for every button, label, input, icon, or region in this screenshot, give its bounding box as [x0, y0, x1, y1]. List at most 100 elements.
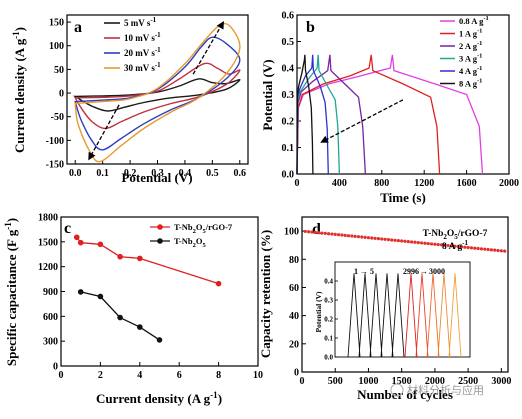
- x-tick-label-0: 0: [300, 376, 305, 387]
- y-tick-label-6: 1800: [38, 213, 58, 224]
- retention-point-52: [476, 246, 480, 251]
- inset-cycle-early-4: [391, 273, 405, 358]
- inset-range-2: 2996→3000: [403, 267, 445, 276]
- scan-rate-arrow-up: [192, 20, 224, 75]
- x-tick-label-4: 2000: [425, 376, 445, 387]
- retention-point-5: [320, 231, 324, 235]
- gcd-curve-3: [296, 54, 341, 175]
- panel-d-inset: 0.0 0.1 0.2 0.3 0.4 1 → 5 2996→3000 Potential …: [314, 261, 471, 362]
- legend-b-label-text-0: 0.8 A g: [459, 16, 484, 26]
- panel-d-letter: d: [312, 221, 321, 238]
- panel-d-xlabel: Number of cycles: [357, 387, 453, 402]
- y-tick-label-2: 600: [43, 312, 58, 323]
- watermark: 材料分析与应用: [390, 383, 484, 397]
- inset-y-tick-label-1: 0.1: [324, 335, 333, 343]
- cv-curve-1: [74, 62, 241, 130]
- cv-curve-0: [72, 78, 241, 112]
- retention-point-53: [479, 247, 484, 251]
- y-tick-label-5: 0.5: [282, 37, 295, 48]
- retention-point-30: [403, 239, 407, 243]
- gcd-curve-2: [296, 54, 367, 175]
- y-tick-label-6: 150: [49, 18, 64, 29]
- legend-b-label-2: 2 A g-1: [459, 40, 482, 51]
- retention-point-18: [363, 235, 367, 239]
- retention-point-34: [416, 240, 420, 245]
- legend-c-label-sub2-0: 5: [202, 228, 206, 235]
- x-tick-label-3: 6: [177, 370, 182, 381]
- retention-point-28: [396, 239, 400, 243]
- panel-b-ylabel: Potential (V): [260, 59, 275, 130]
- legend-c-label-1: T-Nb2O5: [174, 236, 206, 249]
- panel-a-letter: a: [74, 19, 82, 36]
- retention-point-3: [313, 230, 317, 235]
- legend-a-label-sup-3: -1: [155, 61, 161, 69]
- retention-point-9: [333, 232, 337, 236]
- inset-ylabel: Potential (V): [314, 291, 323, 333]
- x-tick-label-4: 8: [216, 370, 221, 381]
- retention-point-17: [360, 235, 364, 239]
- retention-point-46: [456, 244, 460, 249]
- retention-point-23: [380, 237, 384, 241]
- capacitance-point-1-2: [117, 314, 123, 321]
- y-tick-label-3: 0.3: [282, 90, 295, 101]
- legend-c-label-0: T-Nb2O5/rGO-7: [174, 222, 233, 235]
- retention-point-35: [420, 241, 424, 245]
- legend-c-label-sub-1: 2: [193, 242, 196, 249]
- retention-point-33: [413, 240, 417, 244]
- retention-point-42: [443, 243, 447, 247]
- legend-b-label-0: 0.8 A g-1: [459, 15, 489, 26]
- inset-cycle-late-3: [437, 273, 451, 358]
- retention-point-56: [489, 248, 493, 252]
- legend-a-label-3: 30 mV s-1: [124, 61, 161, 73]
- legend-c-label-mid-0: O: [196, 222, 203, 232]
- legend-a-label-text-0: 5 mV s: [124, 18, 151, 28]
- panel-b: b 0 400 800 1200 1600 2000 0.0 0.1 0.2 0.3 0.4 0.5 0…: [260, 11, 519, 206]
- retention-point-38: [429, 242, 434, 246]
- y-tick-label-0: 0: [294, 368, 299, 379]
- panel-d-frame: [301, 216, 509, 373]
- legend-b-label-text-1: 1 A g: [459, 29, 478, 39]
- y-tick-label-3: 60: [289, 283, 299, 294]
- retention-point-31: [406, 240, 410, 244]
- capacitance-point-0-4: [137, 255, 143, 262]
- y-tick-label-4: 80: [289, 255, 299, 266]
- panel-a-xlabel: Potential (V): [121, 170, 192, 185]
- legend-b-label-5: 8 A g-1: [459, 78, 482, 89]
- y-tick-label-2: 0.2: [282, 117, 295, 128]
- retention-point-37: [426, 241, 430, 246]
- rate-arrow-b: [320, 99, 404, 143]
- legend-a-label-text-2: 20 mV s: [124, 48, 155, 58]
- x-tick-label-0: 0: [295, 178, 300, 189]
- legend-b-label-text-5: 8 A g: [459, 79, 478, 89]
- legend-b-label-1: 1 A g-1: [459, 28, 482, 39]
- wechat-icon: [390, 383, 404, 397]
- x-tick-label-2: 800: [374, 178, 389, 189]
- x-tick-label-5: 2000: [499, 178, 519, 189]
- retention-point-24: [383, 237, 387, 241]
- retention-point-54: [483, 247, 487, 251]
- capacitance-point-0-5: [215, 280, 222, 287]
- legend-b-label-text-2: 2 A g: [459, 41, 478, 51]
- retention-point-50: [469, 246, 474, 250]
- legend-c-label-sub2-1: 5: [202, 242, 206, 249]
- retention-point-41: [439, 243, 444, 247]
- inset-cycle-late-4: [448, 273, 462, 358]
- x-tick-label-1: 0.1: [96, 168, 109, 179]
- y-tick-label-0: 0.0: [282, 170, 295, 181]
- y-tick-label-4: 1200: [38, 262, 58, 273]
- retention-point-55: [486, 247, 490, 252]
- panel-d-ylabel: Capacity retention (%): [258, 230, 273, 358]
- y-tick-label-0: -150: [46, 160, 64, 171]
- panel-c-letter: c: [64, 220, 71, 237]
- retention-point-48: [463, 245, 467, 249]
- panel-c-ylabel: Specific capacitance (F g-1): [3, 218, 19, 366]
- cv-curve-3: [74, 22, 241, 163]
- legend-a-label-sup-2: -1: [155, 46, 161, 54]
- legend-b-label-sup-2: -1: [477, 40, 482, 47]
- x-tick-label-2: 0.2: [124, 168, 137, 179]
- retention-point-0: [303, 229, 307, 234]
- legend-c-label-tail-0: /rGO-7: [205, 222, 233, 232]
- gcd-curve-4: [296, 54, 329, 175]
- legend-c-marker-0: [157, 224, 163, 230]
- x-tick-label-3: 1200: [414, 178, 434, 189]
